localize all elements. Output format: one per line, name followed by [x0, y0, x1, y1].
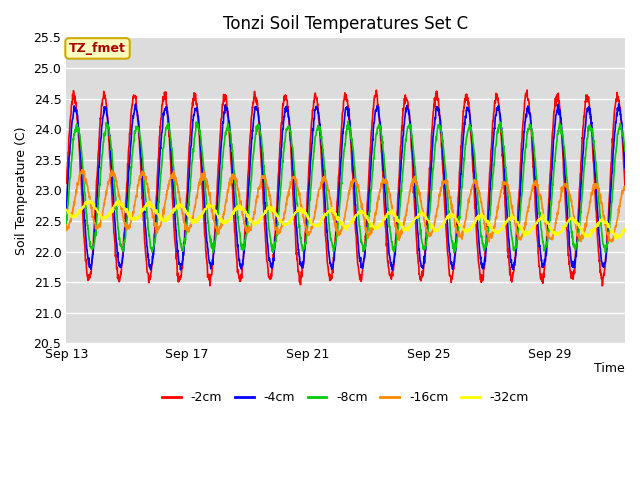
-4cm	[615, 101, 623, 107]
-4cm	[131, 102, 139, 108]
Line: -4cm: -4cm	[67, 104, 625, 270]
-2cm	[63, 180, 70, 186]
-8cm	[131, 128, 139, 133]
-2cm	[605, 190, 613, 195]
-16cm	[79, 167, 86, 172]
-4cm	[605, 212, 613, 217]
-4cm	[289, 169, 297, 175]
-2cm	[438, 158, 446, 164]
Legend: -2cm, -4cm, -8cm, -16cm, -32cm: -2cm, -4cm, -8cm, -16cm, -32cm	[157, 386, 534, 409]
-16cm	[621, 184, 629, 190]
-4cm	[579, 167, 586, 172]
Title: Tonzi Soil Temperatures Set C: Tonzi Soil Temperatures Set C	[223, 15, 468, 33]
Line: -16cm: -16cm	[67, 169, 625, 242]
-16cm	[463, 212, 470, 217]
-16cm	[132, 197, 140, 203]
-4cm	[63, 205, 70, 211]
-32cm	[621, 229, 629, 235]
-2cm	[598, 283, 606, 289]
-8cm	[439, 137, 447, 143]
-4cm	[388, 267, 396, 273]
-32cm	[132, 217, 140, 223]
Text: Time: Time	[595, 362, 625, 375]
-4cm	[463, 107, 470, 113]
-16cm	[290, 174, 298, 180]
-8cm	[451, 250, 458, 256]
Text: TZ_fmet: TZ_fmet	[69, 42, 126, 55]
-8cm	[463, 134, 470, 140]
-2cm	[462, 97, 470, 103]
-32cm	[63, 207, 70, 213]
-16cm	[605, 238, 613, 243]
-32cm	[463, 230, 470, 236]
-32cm	[579, 226, 586, 232]
Y-axis label: Soil Temperature (C): Soil Temperature (C)	[15, 126, 28, 254]
Line: -8cm: -8cm	[67, 121, 625, 253]
-2cm	[289, 194, 297, 200]
-32cm	[605, 225, 613, 230]
-16cm	[439, 182, 447, 188]
Line: -2cm: -2cm	[67, 90, 625, 286]
-2cm	[621, 187, 629, 193]
-32cm	[439, 222, 447, 228]
-32cm	[114, 197, 122, 203]
-32cm	[612, 237, 620, 242]
-16cm	[579, 235, 586, 241]
-8cm	[621, 148, 629, 154]
-2cm	[524, 87, 531, 93]
-2cm	[131, 93, 139, 99]
-8cm	[344, 118, 352, 124]
Line: -32cm: -32cm	[67, 200, 625, 240]
-8cm	[289, 152, 297, 157]
-8cm	[63, 221, 70, 227]
-4cm	[621, 166, 629, 171]
-2cm	[579, 135, 586, 141]
-16cm	[63, 222, 70, 228]
-16cm	[608, 239, 616, 245]
-32cm	[290, 212, 298, 218]
-8cm	[579, 189, 586, 195]
-4cm	[439, 151, 447, 156]
-8cm	[605, 225, 613, 231]
